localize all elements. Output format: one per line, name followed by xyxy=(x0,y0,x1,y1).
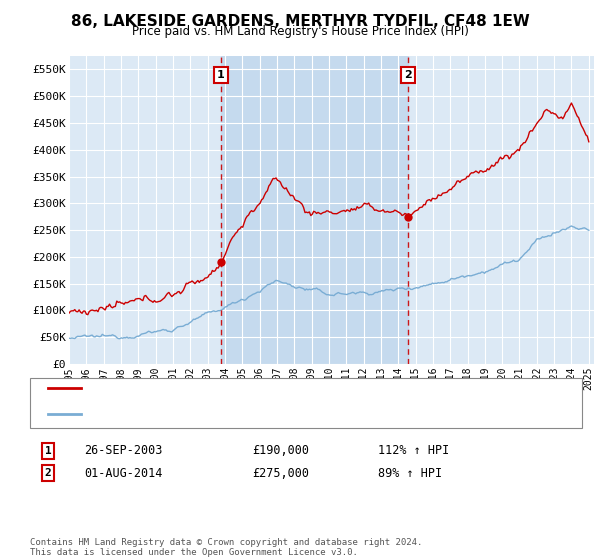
Text: £190,000: £190,000 xyxy=(252,444,309,458)
Text: 1: 1 xyxy=(217,70,224,80)
Text: 01-AUG-2014: 01-AUG-2014 xyxy=(84,466,163,480)
Text: 86, LAKESIDE GARDENS, MERTHYR TYDFIL, CF48 1EW (detached house): 86, LAKESIDE GARDENS, MERTHYR TYDFIL, CF… xyxy=(87,383,481,393)
Text: 26-SEP-2003: 26-SEP-2003 xyxy=(84,444,163,458)
Text: HPI: Average price, detached house, Merthyr Tydfil: HPI: Average price, detached house, Mert… xyxy=(87,409,400,419)
Text: 86, LAKESIDE GARDENS, MERTHYR TYDFIL, CF48 1EW: 86, LAKESIDE GARDENS, MERTHYR TYDFIL, CF… xyxy=(71,14,529,29)
Text: 1: 1 xyxy=(44,446,52,456)
Bar xyxy=(221,56,408,364)
Text: Contains HM Land Registry data © Crown copyright and database right 2024.
This d: Contains HM Land Registry data © Crown c… xyxy=(30,538,422,557)
Text: 112% ↑ HPI: 112% ↑ HPI xyxy=(378,444,449,458)
Text: 2: 2 xyxy=(404,70,412,80)
Text: Price paid vs. HM Land Registry's House Price Index (HPI): Price paid vs. HM Land Registry's House … xyxy=(131,25,469,38)
Text: £275,000: £275,000 xyxy=(252,466,309,480)
Text: 2: 2 xyxy=(44,468,52,478)
Text: 89% ↑ HPI: 89% ↑ HPI xyxy=(378,466,442,480)
